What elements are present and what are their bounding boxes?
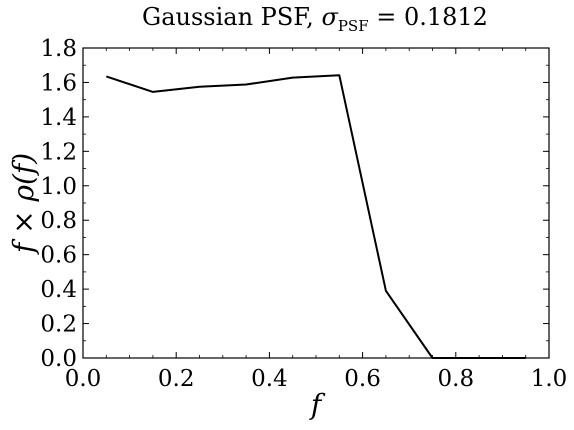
x-tick-label: 0.6: [344, 366, 381, 392]
y-tick-label: 0.0: [40, 346, 77, 372]
y-tick-label: 1.2: [40, 139, 77, 165]
y-tick-label: 1.6: [40, 70, 77, 96]
y-tick-label: 0.8: [40, 208, 77, 234]
x-tick-label: 0.2: [158, 366, 195, 392]
series-line: [105, 74, 526, 359]
y-tick-label: 0.4: [40, 277, 77, 303]
plot-frame: [82, 47, 550, 359]
y-tick-label: 1.0: [40, 174, 77, 200]
y-tick-label: 1.8: [40, 36, 77, 62]
x-tick-label: 0.8: [438, 366, 475, 392]
x-axis-label: f: [309, 388, 326, 421]
title-subscript: PSF: [338, 17, 369, 35]
title-prefix: Gaussian PSF,: [142, 3, 321, 31]
x-tick-label: 0.0: [65, 366, 102, 392]
chart-title: Gaussian PSF, σPSF = 0.1812: [142, 3, 488, 35]
x-tick-label: 0.4: [251, 366, 288, 392]
plot-area: 0.0 0.2 0.4 0.6 0.8 1.0 0.0 0.2 0.4 0.6 0.8 1.0 1.2 1…: [40, 36, 567, 392]
x-tick-label: 1.0: [531, 366, 568, 392]
y-tick-label: 0.2: [40, 312, 77, 338]
y-tick-label: 0.6: [40, 243, 77, 269]
y-tick-label: 1.4: [40, 105, 77, 131]
y-axis-label: f × ρ(f): [7, 153, 40, 255]
title-suffix: = 0.1812: [369, 3, 488, 31]
title-sigma: σ: [321, 3, 338, 31]
